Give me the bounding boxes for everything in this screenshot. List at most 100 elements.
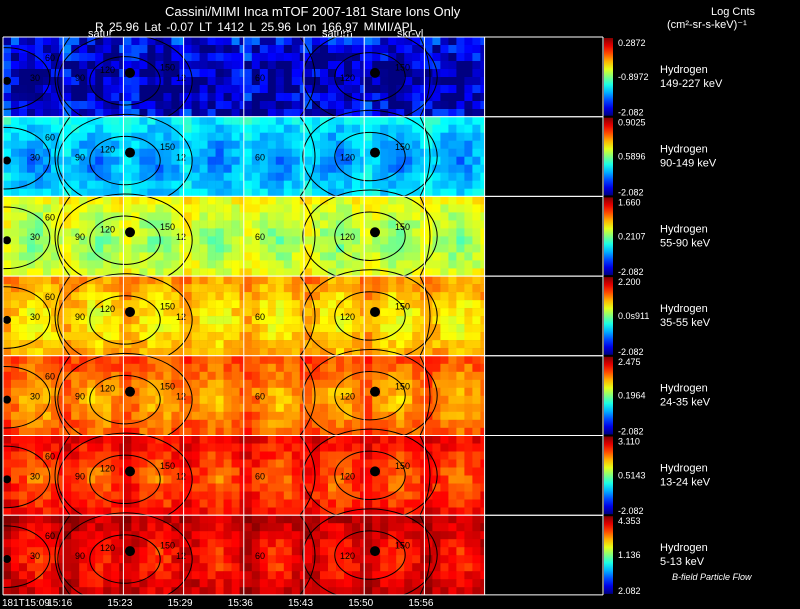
contour-label: 12 bbox=[176, 392, 186, 402]
contour-label: 150 bbox=[160, 222, 175, 232]
contour-label: 120 bbox=[100, 463, 115, 473]
contour-label: 60 bbox=[45, 531, 55, 541]
contour-label: 150 bbox=[395, 62, 410, 72]
colorbar-min-label: -2.082 bbox=[618, 427, 644, 437]
contour-label: 60 bbox=[45, 292, 55, 302]
panel-energy-label: 149-227 keV bbox=[660, 78, 723, 90]
contour-label: 60 bbox=[45, 53, 55, 63]
contour-label: 120 bbox=[100, 224, 115, 234]
colorbar-mid-label: -0.8972 bbox=[618, 72, 649, 82]
contour-label: 120 bbox=[100, 384, 115, 394]
colorbar-mid-label: 0.2107 bbox=[618, 231, 646, 241]
contour-label: 150 bbox=[160, 461, 175, 471]
contour-label: 60 bbox=[255, 471, 265, 481]
contour-label: 60 bbox=[45, 451, 55, 461]
contour-label: 30 bbox=[30, 153, 40, 163]
contour-label: 120 bbox=[100, 145, 115, 155]
units-label: (cm²-sr-s-keV)⁻¹ bbox=[667, 19, 747, 31]
x-axis-labels: 181T15:09 15:16 15:23 15:29 15:36 15:43 15:50 1… bbox=[0, 598, 800, 609]
contour-label: 30 bbox=[30, 232, 40, 242]
panel-species-label: Hydrogen bbox=[660, 462, 708, 474]
contour-label: 90 bbox=[75, 471, 85, 481]
x-tick-label: 15:23 bbox=[107, 598, 133, 609]
colorbar-max-label: 2.200 bbox=[618, 277, 641, 287]
contour-label: 30 bbox=[30, 312, 40, 322]
contour-label: 12 bbox=[176, 73, 186, 83]
contour-label: 60 bbox=[45, 372, 55, 382]
contour-label: 30 bbox=[30, 392, 40, 402]
contour-label: 150 bbox=[160, 62, 175, 72]
contour-label: 12 bbox=[176, 471, 186, 481]
contour-label: 90 bbox=[75, 551, 85, 561]
contour-label: 120 bbox=[340, 232, 355, 242]
contour-label: 120 bbox=[100, 543, 115, 553]
contour-label: 150 bbox=[160, 381, 175, 391]
contour-label: 150 bbox=[395, 142, 410, 152]
contour-label: 120 bbox=[340, 73, 355, 83]
panel-species-label: Hydrogen bbox=[660, 383, 708, 395]
colorbar-min-label: -2.082 bbox=[618, 347, 644, 357]
panel-energy-label: 35-55 keV bbox=[660, 317, 711, 329]
contour-label: 90 bbox=[75, 153, 85, 163]
x-tick-label: 15:56 bbox=[408, 598, 434, 609]
panel-species-label: Hydrogen bbox=[660, 223, 708, 235]
colorbar-min-label: -2.082 bbox=[618, 267, 644, 277]
contour-label: 12 bbox=[176, 312, 186, 322]
panel-energy-label: 90-149 keV bbox=[660, 158, 717, 170]
colorbar-min-label: 2.082 bbox=[618, 586, 641, 596]
panel-species-label: Hydrogen bbox=[660, 144, 708, 156]
contour-label: 120 bbox=[100, 304, 115, 314]
x-tick-label: 15:50 bbox=[348, 598, 374, 609]
contour-label: 150 bbox=[395, 461, 410, 471]
panel-species-label: Hydrogen bbox=[660, 64, 708, 76]
contour-label: 60 bbox=[255, 392, 265, 402]
colorbar-mid-label: 0.0s911 bbox=[618, 311, 649, 321]
contour-label: 60 bbox=[255, 232, 265, 242]
colorbar-2 bbox=[604, 117, 613, 196]
contour-label: 150 bbox=[160, 541, 175, 551]
panel-energy-label: 55-90 keV bbox=[660, 237, 711, 249]
colorbar-5 bbox=[604, 356, 613, 435]
colorbar-7 bbox=[604, 516, 613, 594]
colorbar-mid-label: 0.5896 bbox=[618, 152, 646, 162]
contour-label: 30 bbox=[30, 551, 40, 561]
colorbar-1 bbox=[604, 38, 613, 116]
colorbar-4 bbox=[604, 277, 613, 355]
panel-species-label: Hydrogen bbox=[660, 303, 708, 315]
colorbar-max-label: 1.660 bbox=[618, 197, 641, 207]
colorbar-min-label: -2.082 bbox=[618, 506, 644, 516]
colorbar-3 bbox=[604, 197, 613, 276]
panel-species-label: Hydrogen bbox=[660, 542, 708, 554]
colorbar-min-label: -2.082 bbox=[618, 108, 644, 118]
colorbar-max-label: 0.2872 bbox=[618, 38, 646, 48]
orbit-info: R 25.96 Lat -0.07 LT 1412 L 25.96 Lon 16… bbox=[95, 20, 417, 34]
colorbar-max-label: 4.353 bbox=[618, 516, 641, 526]
footer-label: B-field Particle Flow bbox=[672, 572, 752, 582]
x-tick-label: 15:29 bbox=[167, 598, 193, 609]
contour-label: 12 bbox=[176, 153, 186, 163]
contour-label: 90 bbox=[75, 73, 85, 83]
contour-label: 120 bbox=[340, 471, 355, 481]
colorbar-mid-label: 0.5143 bbox=[618, 470, 646, 480]
contour-label: 150 bbox=[395, 302, 410, 312]
contour-label: 120 bbox=[340, 312, 355, 322]
colorbar-mid-label: 1.136 bbox=[618, 550, 641, 560]
colorbar-max-label: 2.475 bbox=[618, 357, 641, 367]
units-title: Log Cnts bbox=[711, 6, 756, 18]
contour-label: 90 bbox=[75, 312, 85, 322]
colorbar-6 bbox=[604, 436, 613, 515]
x-tick-label: 15:16 bbox=[47, 598, 73, 609]
contour-label: 150 bbox=[395, 222, 410, 232]
x-tick-label: 15:36 bbox=[227, 598, 253, 609]
colorbar-max-label: 0.9025 bbox=[618, 118, 646, 128]
panel-energy-label: 13-24 keV bbox=[660, 476, 711, 488]
colorbar-mid-label: 0.1964 bbox=[618, 391, 646, 401]
contour-label: 150 bbox=[395, 381, 410, 391]
x-tick-label: 181T15:09 bbox=[2, 598, 50, 609]
